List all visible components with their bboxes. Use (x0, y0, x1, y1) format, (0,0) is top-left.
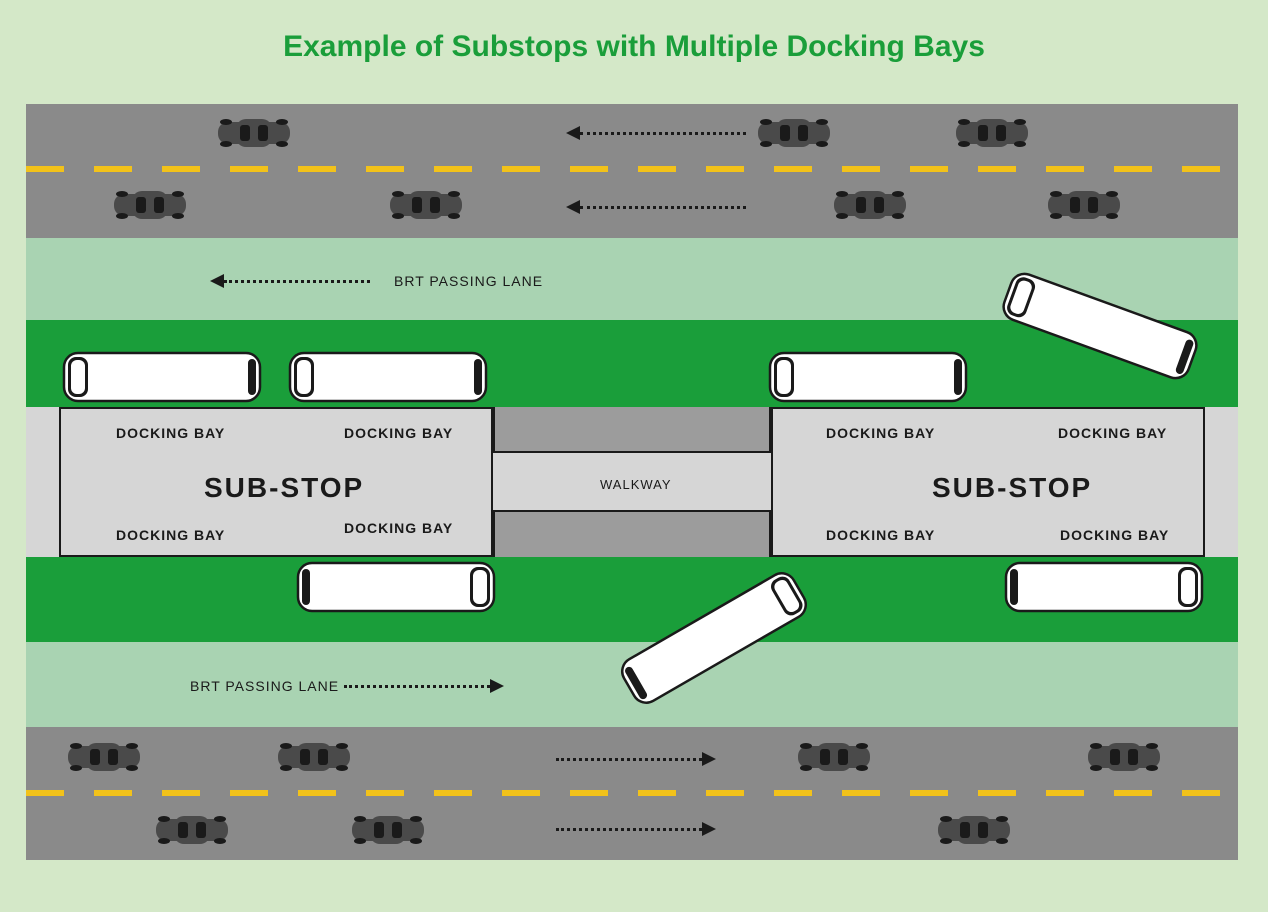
direction-arrow (210, 274, 370, 288)
docking-bay-label: DOCKING BAY (826, 425, 935, 441)
docking-bay-label: DOCKING BAY (116, 527, 225, 543)
substop-right-label: SUB-STOP (932, 472, 1092, 504)
road-centerline-top (26, 166, 1238, 172)
docking-bay-label: DOCKING BAY (1058, 425, 1167, 441)
brt-passing-label-bottom: BRT PASSING LANE (190, 678, 339, 694)
docking-bay-label: DOCKING BAY (344, 425, 453, 441)
diagram-title: Example of Substops with Multiple Dockin… (0, 0, 1268, 84)
docking-bay-label: DOCKING BAY (1060, 527, 1169, 543)
car-icon (756, 116, 832, 150)
car-icon (796, 740, 872, 774)
direction-arrow (344, 679, 504, 693)
car-icon (112, 188, 188, 222)
bus-icon (1004, 559, 1204, 615)
docking-bay-label: DOCKING BAY (344, 520, 453, 536)
substop-left-label: SUB-STOP (204, 472, 364, 504)
car-icon (388, 188, 464, 222)
direction-arrow (566, 126, 746, 140)
bus-icon (288, 349, 488, 405)
walkway-label: WALKWAY (600, 477, 672, 492)
docking-bay-label: DOCKING BAY (116, 425, 225, 441)
car-icon (832, 188, 908, 222)
docking-bay-label: DOCKING BAY (826, 527, 935, 543)
car-icon (1086, 740, 1162, 774)
car-icon (216, 116, 292, 150)
bus-icon (768, 349, 968, 405)
bus-icon (296, 559, 496, 615)
car-icon (66, 740, 142, 774)
direction-arrow (556, 752, 716, 766)
car-icon (936, 813, 1012, 847)
road-centerline-bottom (26, 790, 1238, 796)
car-icon (1046, 188, 1122, 222)
direction-arrow (566, 200, 746, 214)
car-icon (954, 116, 1030, 150)
car-icon (276, 740, 352, 774)
car-icon (154, 813, 230, 847)
diagram-canvas: SUB-STOP SUB-STOP WALKWAY DOCKING BAY DO… (26, 104, 1238, 860)
car-icon (350, 813, 426, 847)
brt-passing-label-top: BRT PASSING LANE (394, 273, 543, 289)
direction-arrow (556, 822, 716, 836)
bus-icon (62, 349, 262, 405)
walkway-bottom (493, 510, 771, 557)
walkway-top (493, 407, 771, 453)
